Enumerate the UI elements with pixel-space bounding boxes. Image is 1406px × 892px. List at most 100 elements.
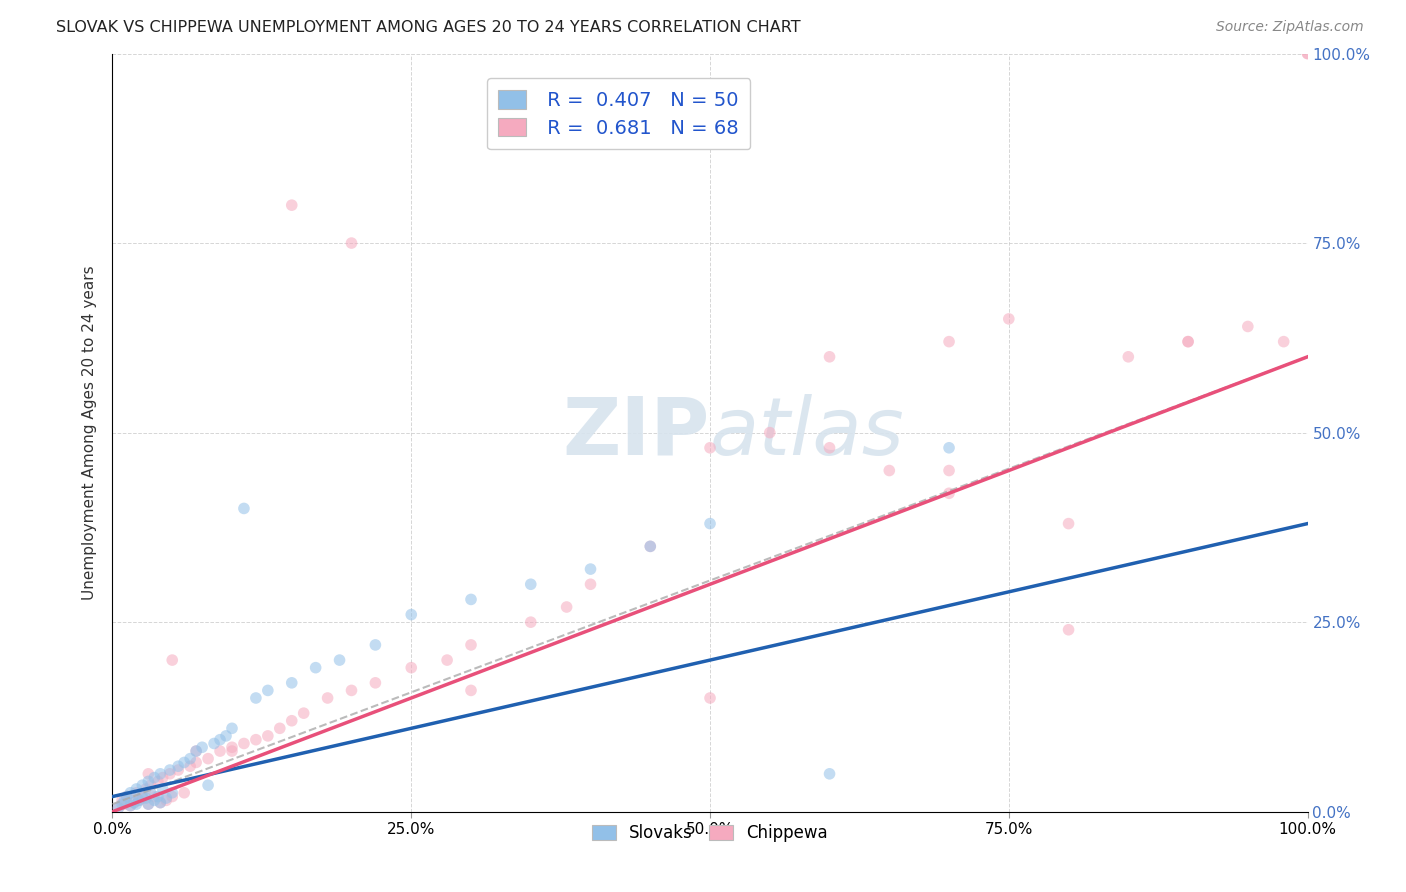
- Point: [173, 786, 195, 800]
- Point: [120, 798, 142, 813]
- Point: [128, 793, 150, 807]
- Point: [1296, 46, 1319, 61]
- Point: [640, 539, 662, 553]
- Point: [149, 796, 172, 810]
- Point: [938, 486, 960, 500]
- Text: atlas: atlas: [710, 393, 905, 472]
- Point: [115, 789, 138, 804]
- Point: [162, 786, 183, 800]
- Point: [1177, 334, 1199, 349]
- Point: [520, 577, 543, 591]
- Point: [125, 797, 148, 812]
- Point: [818, 767, 841, 781]
- Point: [555, 600, 578, 615]
- Point: [114, 797, 135, 812]
- Point: [111, 793, 134, 807]
- Point: [281, 676, 304, 690]
- Point: [186, 756, 208, 770]
- Point: [879, 464, 901, 478]
- Point: [167, 763, 190, 777]
- Point: [135, 781, 157, 797]
- Point: [143, 789, 166, 804]
- Point: [120, 798, 142, 813]
- Point: [138, 774, 160, 789]
- Point: [162, 789, 183, 804]
- Point: [209, 732, 232, 747]
- Point: [1118, 350, 1140, 364]
- Point: [115, 789, 138, 804]
- Point: [179, 759, 201, 773]
- Point: [269, 721, 291, 735]
- Point: [221, 744, 243, 758]
- Point: [186, 744, 208, 758]
- Point: [111, 797, 134, 812]
- Point: [245, 691, 267, 706]
- Text: SLOVAK VS CHIPPEWA UNEMPLOYMENT AMONG AGES 20 TO 24 YEARS CORRELATION CHART: SLOVAK VS CHIPPEWA UNEMPLOYMENT AMONG AG…: [56, 20, 801, 35]
- Point: [364, 638, 387, 652]
- Point: [699, 516, 721, 531]
- Point: [245, 732, 267, 747]
- Point: [401, 607, 423, 622]
- Point: [460, 592, 482, 607]
- Point: [131, 791, 153, 805]
- Point: [143, 793, 166, 807]
- Text: Source: ZipAtlas.com: Source: ZipAtlas.com: [1216, 20, 1364, 34]
- Point: [191, 740, 214, 755]
- Point: [340, 236, 363, 251]
- Point: [818, 441, 841, 455]
- Point: [179, 751, 201, 765]
- Point: [1057, 516, 1080, 531]
- Point: [329, 653, 352, 667]
- Point: [233, 737, 256, 751]
- Point: [152, 771, 174, 785]
- Point: [209, 744, 232, 758]
- Point: [699, 691, 721, 706]
- Point: [579, 577, 602, 591]
- Point: [197, 778, 219, 792]
- Point: [699, 441, 721, 455]
- Point: [128, 793, 150, 807]
- Point: [202, 737, 225, 751]
- Point: [938, 334, 960, 349]
- Point: [149, 767, 172, 781]
- Point: [149, 796, 172, 810]
- Point: [139, 778, 162, 792]
- Point: [1177, 334, 1199, 349]
- Point: [401, 660, 423, 675]
- Point: [155, 793, 177, 807]
- Point: [152, 781, 174, 797]
- Point: [138, 767, 160, 781]
- Point: [292, 706, 315, 721]
- Point: [640, 539, 662, 553]
- Point: [257, 683, 280, 698]
- Point: [998, 312, 1021, 326]
- Point: [281, 198, 304, 212]
- Point: [460, 683, 482, 698]
- Point: [579, 562, 602, 576]
- Point: [186, 744, 208, 758]
- Point: [759, 425, 782, 440]
- Point: [167, 759, 190, 773]
- Point: [107, 801, 129, 815]
- Point: [197, 751, 219, 765]
- Point: [1057, 623, 1080, 637]
- Point: [436, 653, 458, 667]
- Point: [139, 786, 162, 800]
- Point: [1296, 46, 1319, 61]
- Point: [233, 501, 256, 516]
- Point: [1272, 334, 1295, 349]
- Point: [364, 676, 387, 690]
- Point: [159, 767, 181, 781]
- Point: [138, 797, 160, 812]
- Point: [938, 441, 960, 455]
- Point: [281, 714, 304, 728]
- Point: [135, 791, 157, 805]
- Point: [257, 729, 280, 743]
- Point: [1237, 319, 1260, 334]
- Point: [221, 740, 243, 755]
- Point: [122, 796, 145, 810]
- Point: [305, 660, 328, 675]
- Point: [162, 653, 183, 667]
- Point: [173, 756, 195, 770]
- Point: [460, 638, 482, 652]
